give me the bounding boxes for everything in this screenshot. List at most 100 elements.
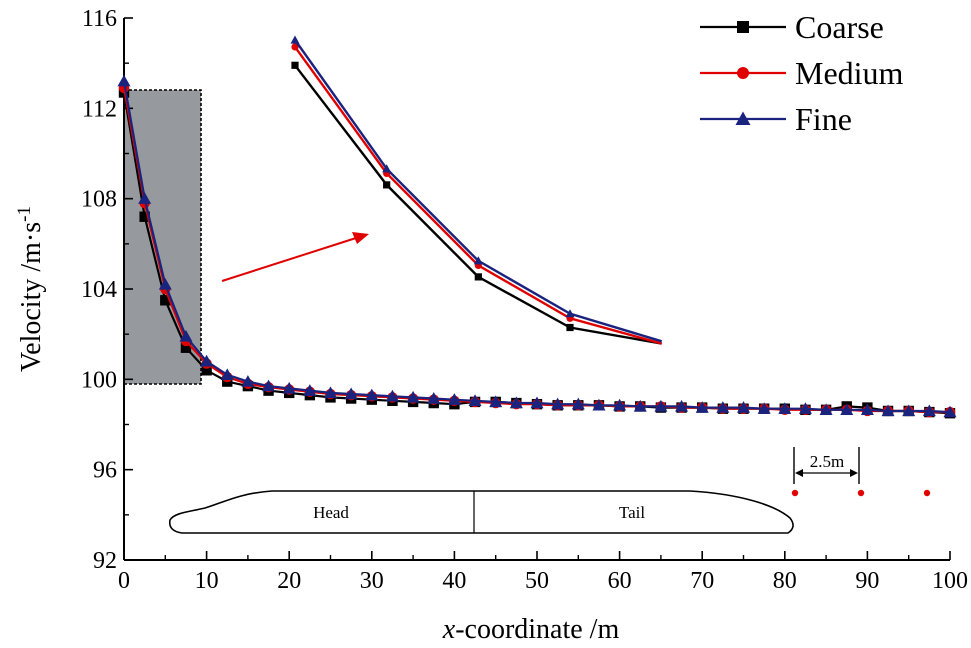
y-tick-label: 92 bbox=[93, 548, 117, 574]
x-ticks: 0 10 20 30 40 50 60 70 80 90 100 bbox=[118, 551, 968, 594]
triangle-marker bbox=[735, 111, 751, 125]
triangle-marker bbox=[365, 388, 379, 401]
inset-series bbox=[290, 35, 663, 345]
triangle-marker bbox=[860, 403, 874, 416]
square-marker bbox=[566, 323, 574, 332]
triangle-marker bbox=[385, 389, 399, 402]
triangle-marker bbox=[220, 368, 234, 381]
triangle-marker bbox=[922, 404, 936, 417]
triangle-marker bbox=[757, 402, 771, 414]
triangle-marker bbox=[473, 256, 483, 265]
main-series bbox=[117, 74, 957, 419]
inset-series-coarse bbox=[291, 61, 662, 345]
triangle-marker bbox=[565, 309, 575, 318]
inset-series-line bbox=[294, 46, 663, 345]
triangle-marker bbox=[200, 354, 214, 367]
triangle-marker bbox=[262, 379, 276, 392]
square-marker bbox=[737, 21, 749, 33]
square-marker bbox=[180, 342, 192, 353]
triangle-marker bbox=[241, 375, 255, 387]
spacing-arrowhead-left bbox=[795, 469, 803, 477]
triangle-marker bbox=[716, 401, 730, 413]
x-tick-label: 60 bbox=[608, 568, 632, 594]
spacing-label: 2.5m bbox=[810, 452, 844, 471]
legend-label: Medium bbox=[795, 55, 904, 91]
triangle-marker bbox=[902, 404, 916, 417]
x-tick-label: 40 bbox=[442, 568, 466, 594]
triangle-marker bbox=[489, 395, 503, 408]
triangle-marker bbox=[179, 329, 193, 342]
square-marker bbox=[139, 211, 150, 222]
probe-point bbox=[923, 489, 931, 497]
square-marker bbox=[160, 295, 171, 306]
triangle-marker bbox=[344, 387, 358, 400]
inset-series-line bbox=[294, 39, 663, 343]
triangle-marker bbox=[530, 396, 544, 409]
triangle-marker bbox=[592, 398, 606, 411]
x-tick-label: 70 bbox=[690, 568, 714, 594]
triangle-marker bbox=[613, 398, 627, 411]
y-tick-label: 100 bbox=[81, 367, 117, 393]
legend-item-fine: Fine bbox=[700, 101, 852, 137]
triangle-marker bbox=[427, 392, 441, 404]
legend-item-medium: Medium bbox=[700, 55, 904, 91]
triangle-marker bbox=[303, 384, 317, 396]
zoom-arrow-line bbox=[221, 237, 357, 282]
triangle-marker bbox=[778, 402, 792, 414]
triangle-marker bbox=[282, 381, 296, 394]
triangle-marker bbox=[798, 402, 812, 414]
triangle-marker bbox=[695, 401, 709, 413]
y-ticks: 92 96 100 104 108 112 116 bbox=[81, 6, 133, 574]
triangle-marker bbox=[943, 405, 957, 418]
triangle-marker bbox=[675, 399, 689, 412]
circle-marker bbox=[291, 43, 299, 51]
square-marker bbox=[383, 181, 391, 189]
square-marker bbox=[201, 365, 212, 376]
y-axis-title: Velocity /m·s-1 bbox=[14, 206, 47, 372]
triangle-marker bbox=[290, 35, 300, 44]
legend-item-coarse: Coarse bbox=[700, 9, 884, 45]
y-tick-label: 104 bbox=[81, 277, 117, 303]
y-tick-label: 116 bbox=[82, 6, 117, 32]
triangle-marker bbox=[468, 394, 482, 406]
spacing-arrowhead-right bbox=[850, 469, 858, 477]
triangle-marker bbox=[633, 399, 647, 412]
series-line bbox=[122, 92, 951, 415]
triangle-marker bbox=[138, 192, 152, 204]
y-tick-label: 96 bbox=[93, 458, 117, 484]
x-tick-label: 30 bbox=[360, 568, 384, 594]
square-marker bbox=[474, 273, 482, 281]
triangle-marker bbox=[158, 277, 172, 290]
y-tick-label: 112 bbox=[82, 96, 117, 122]
triangle-marker bbox=[654, 399, 668, 412]
triangle-marker bbox=[571, 397, 585, 410]
triangle-marker bbox=[840, 403, 854, 416]
train-tail-label: Tail bbox=[619, 503, 645, 522]
triangle-marker bbox=[551, 397, 565, 410]
triangle-marker bbox=[737, 401, 750, 413]
circle-marker bbox=[737, 67, 749, 79]
x-tick-label: 100 bbox=[932, 568, 968, 594]
probe-point bbox=[791, 489, 799, 497]
square-marker bbox=[291, 61, 299, 69]
triangle-marker bbox=[447, 393, 461, 405]
inset-series-fine bbox=[290, 35, 663, 343]
triangle-marker bbox=[117, 74, 131, 87]
zoom-arrow-head bbox=[352, 232, 369, 244]
train-outline bbox=[168, 490, 794, 534]
legend: Coarse Medium Fine bbox=[700, 9, 904, 137]
x-tick-label: 20 bbox=[277, 568, 301, 594]
x-axis-title: x-coordinate /m bbox=[442, 614, 620, 645]
legend-label: Coarse bbox=[795, 9, 884, 45]
triangle-marker bbox=[509, 396, 523, 409]
x-tick-label: 90 bbox=[855, 568, 879, 594]
series-fine bbox=[117, 74, 957, 418]
triangle-marker bbox=[819, 403, 833, 416]
y-tick-label: 108 bbox=[81, 187, 117, 213]
triangle-marker bbox=[324, 386, 337, 399]
x-tick-label: 50 bbox=[525, 568, 549, 594]
triangle-marker bbox=[881, 404, 895, 417]
inset-series-medium bbox=[291, 43, 663, 345]
probe-point bbox=[857, 489, 865, 497]
